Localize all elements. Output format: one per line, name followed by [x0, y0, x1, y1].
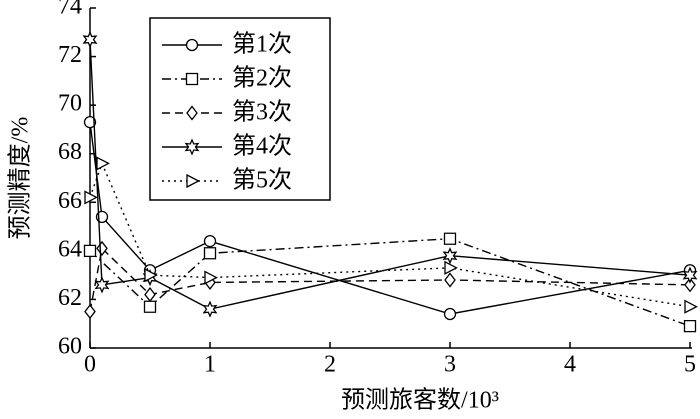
x-tick-label: 0	[84, 352, 96, 378]
series-line	[89, 247, 691, 312]
y-tick-label: 66	[58, 188, 82, 214]
marker	[144, 287, 156, 303]
marker	[94, 276, 110, 294]
marker	[96, 240, 108, 256]
legend-marker	[186, 105, 198, 121]
marker	[144, 268, 158, 283]
legend	[149, 17, 331, 201]
x-axis-label: 预测旅客数/10³	[341, 387, 499, 414]
marker	[682, 266, 698, 284]
x-tick-label: 5	[684, 352, 696, 378]
y-tick-label: 68	[58, 139, 82, 165]
series-line	[89, 161, 691, 308]
marker	[444, 272, 456, 288]
series-line	[89, 39, 691, 310]
marker	[442, 247, 458, 265]
legend-marker	[185, 38, 199, 52]
marker	[83, 115, 97, 129]
y-axis-label: 预测精度/%	[7, 117, 34, 240]
legend-label: 第5次	[232, 167, 292, 194]
legend-marker	[185, 72, 199, 86]
marker	[443, 307, 457, 321]
x-tick-label: 1	[204, 352, 216, 378]
marker	[204, 270, 218, 285]
legend-marker	[186, 173, 200, 189]
marker	[84, 190, 98, 205]
x-tick-label: 3	[444, 352, 456, 378]
marker	[202, 300, 218, 318]
marker	[143, 300, 157, 313]
marker	[684, 277, 696, 293]
legend-label: 第2次	[232, 65, 292, 92]
legend-label: 第3次	[232, 99, 292, 126]
x-tick-label: 2	[324, 352, 336, 378]
marker	[82, 30, 98, 49]
marker	[83, 244, 97, 258]
y-tick-label: 64	[58, 236, 82, 262]
y-tick-label: 70	[58, 91, 82, 117]
marker	[84, 304, 96, 320]
series-line	[89, 122, 691, 315]
y-tick-label: 72	[58, 42, 82, 68]
marker	[443, 232, 457, 245]
marker	[203, 234, 217, 248]
x-tick-label: 4	[564, 352, 576, 378]
y-tick-label: 74	[58, 0, 82, 20]
marker	[444, 260, 458, 275]
legend-label: 第4次	[232, 133, 292, 160]
marker	[96, 156, 110, 171]
legend-marker	[184, 138, 200, 156]
marker	[684, 299, 698, 314]
marker	[683, 319, 697, 333]
legend-label: 第1次	[232, 31, 292, 58]
series-line	[89, 238, 691, 327]
marker	[203, 247, 217, 260]
y-tick-label: 62	[58, 285, 82, 311]
y-tick-label: 60	[58, 334, 82, 360]
